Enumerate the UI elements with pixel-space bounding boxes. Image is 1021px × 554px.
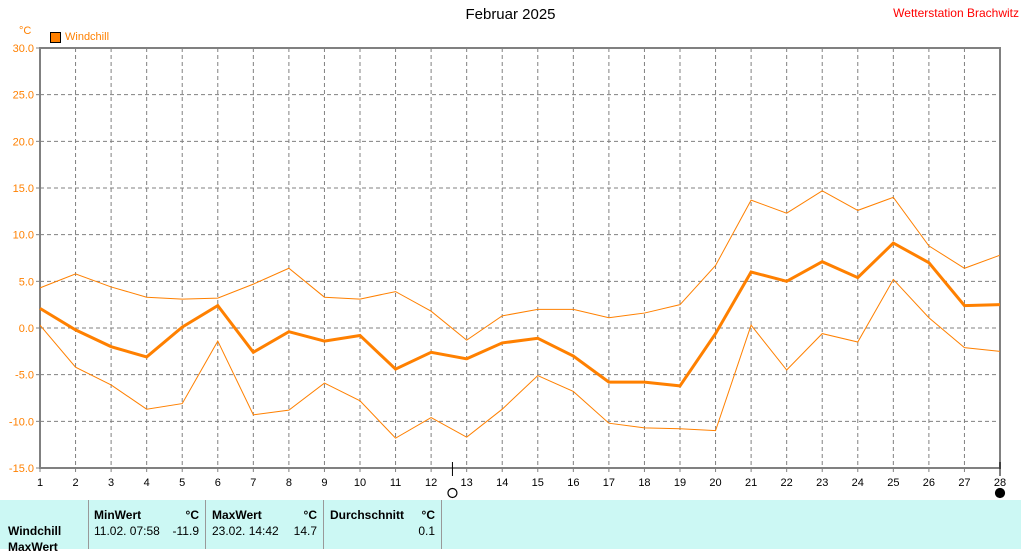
x-tick-label: 25 bbox=[887, 477, 899, 489]
series-line bbox=[39, 241, 1001, 388]
x-tick-label: 3 bbox=[108, 477, 114, 489]
x-tick-label: 17 bbox=[603, 477, 615, 489]
durchschnitt-unit: °C bbox=[421, 508, 435, 522]
y-tick-label: 15.0 bbox=[13, 183, 34, 195]
x-tick-label: 1 bbox=[37, 477, 43, 489]
durchschnitt-cell: Durchschnitt °C 0.1 bbox=[324, 500, 442, 549]
minwert-cell: MinWert °C 11.02. 07:58 -11.9 bbox=[89, 500, 206, 549]
durchschnitt-header: Durchschnitt bbox=[330, 508, 405, 522]
y-tick-label: -10.0 bbox=[9, 416, 34, 428]
minwert-value: -11.9 bbox=[172, 524, 199, 538]
x-tick-label: 9 bbox=[321, 477, 327, 489]
series-line bbox=[39, 278, 1001, 439]
x-tick-label: 13 bbox=[461, 477, 473, 489]
x-tick-label: 8 bbox=[286, 477, 292, 489]
minwert-header: MinWert bbox=[94, 508, 142, 522]
y-tick-label: 10.0 bbox=[13, 230, 34, 242]
y-axis-unit: °C bbox=[19, 25, 32, 37]
y-tick-label: 0.0 bbox=[19, 323, 34, 335]
station-name: Wetterstation Brachwitz bbox=[893, 6, 1019, 20]
x-tick-label: 21 bbox=[745, 477, 757, 489]
row-label-windchill: Windchill bbox=[8, 524, 62, 538]
x-tick-label: 5 bbox=[179, 477, 185, 489]
x-tick-label: 10 bbox=[354, 477, 366, 489]
maxwert-unit: °C bbox=[303, 508, 317, 522]
legend-label: Windchill bbox=[65, 31, 110, 43]
x-tick-label: 19 bbox=[674, 477, 686, 489]
x-tick-label: 12 bbox=[425, 477, 437, 489]
x-tick-label: 26 bbox=[923, 477, 935, 489]
x-tick-label: 18 bbox=[638, 477, 650, 489]
x-tick-label: 7 bbox=[250, 477, 256, 489]
row-label-maxwert: MaxWert bbox=[8, 540, 58, 554]
x-tick-label: 22 bbox=[781, 477, 793, 489]
chart-title: Februar 2025 bbox=[465, 6, 556, 23]
x-tick-label: 23 bbox=[816, 477, 828, 489]
x-tick-label: 28 bbox=[994, 477, 1006, 489]
x-tick-label: 24 bbox=[852, 477, 864, 489]
maxwert-cell: MaxWert °C 23.02. 14:42 14.7 bbox=[206, 500, 324, 549]
y-tick-label: 25.0 bbox=[13, 90, 34, 102]
y-tick-label: 30.0 bbox=[13, 43, 34, 55]
x-tick-label: 14 bbox=[496, 477, 508, 489]
plot-frame bbox=[39, 47, 1001, 469]
maxwert-header: MaxWert bbox=[212, 508, 262, 522]
minwert-time: 11.02. 07:58 bbox=[94, 524, 160, 538]
line-chart: 30.0 25.0 20.0 15.0 10.0 5.0 0.0 -5.0 -10.0 -15.0… bbox=[9, 43, 1006, 499]
row-label-cell: Windchill MaxWert bbox=[0, 500, 89, 554]
stats-table: Windchill MaxWert MinWert °C 11.02. 07:5… bbox=[0, 500, 1021, 554]
x-tick-label: 20 bbox=[709, 477, 721, 489]
filled-circle-marker-icon bbox=[994, 487, 1006, 499]
legend: Windchill bbox=[50, 31, 109, 43]
y-tick-label: 5.0 bbox=[19, 276, 34, 288]
legend-swatch-icon bbox=[50, 31, 61, 43]
minwert-unit: °C bbox=[185, 508, 199, 522]
open-circle-marker-icon bbox=[447, 487, 458, 499]
y-tick-label: -15.0 bbox=[9, 463, 34, 475]
maxwert-value: 14.7 bbox=[293, 524, 317, 538]
series-line bbox=[39, 190, 1001, 341]
maxwert-time: 23.02. 14:42 bbox=[212, 524, 279, 538]
y-tick-label: 20.0 bbox=[13, 136, 34, 148]
x-tick-label: 16 bbox=[567, 477, 579, 489]
x-tick-label: 11 bbox=[390, 477, 401, 489]
durchschnitt-value: 0.1 bbox=[418, 524, 435, 538]
x-tick-label: 27 bbox=[958, 477, 970, 489]
y-tick-label: -5.0 bbox=[15, 370, 34, 382]
x-tick-label: 6 bbox=[215, 477, 221, 489]
x-tick-label: 2 bbox=[72, 477, 78, 489]
x-tick-label: 15 bbox=[532, 477, 544, 489]
x-tick-label: 4 bbox=[144, 477, 150, 489]
